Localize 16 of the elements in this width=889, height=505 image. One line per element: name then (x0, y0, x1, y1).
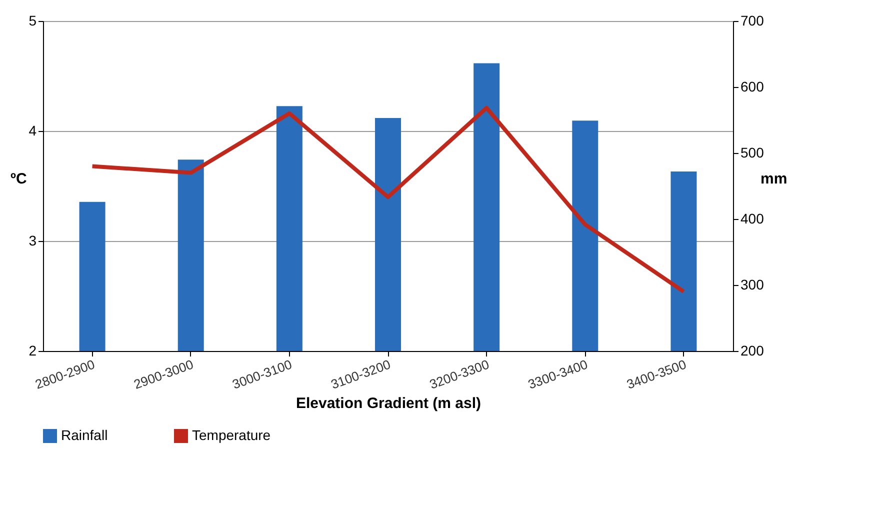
y-axis-title: ºC (10, 170, 28, 188)
line-series (90, 106, 686, 294)
y2-tick-label: 700 (740, 12, 764, 28)
y2-tick-label: 200 (740, 342, 764, 358)
y2-axis-title: mm (760, 170, 788, 188)
y2-tick-label: 400 (740, 210, 764, 226)
x-axis-title: Elevation Gradient (m asl) (296, 394, 482, 412)
y-tick-label: 4 (28, 122, 37, 138)
y2-tick-label: 500 (740, 144, 764, 160)
y-tick-label: 3 (28, 232, 37, 248)
y2-tick-label: 300 (740, 276, 764, 292)
legend-label: Rainfall (61, 427, 108, 443)
y2-tick-label: 600 (740, 78, 764, 94)
y-tick-label: 5 (28, 12, 37, 28)
legend-label: Temperature (192, 427, 271, 443)
y-tick-label: 2 (28, 342, 37, 358)
